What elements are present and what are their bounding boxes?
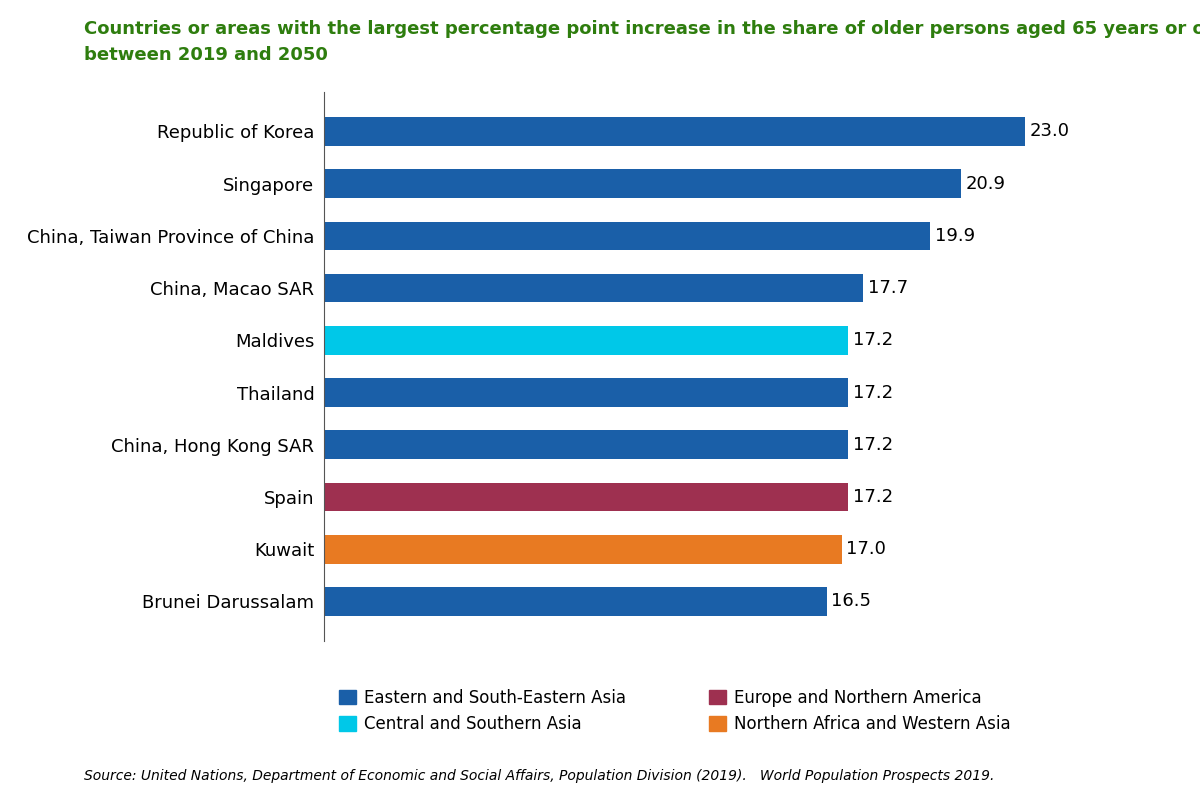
Text: 17.7: 17.7 xyxy=(868,279,908,297)
Text: 17.2: 17.2 xyxy=(852,488,893,506)
Bar xyxy=(324,117,1025,146)
Text: 17.0: 17.0 xyxy=(846,540,887,558)
Bar xyxy=(324,430,848,459)
Bar xyxy=(324,222,930,250)
Text: 17.2: 17.2 xyxy=(852,332,893,349)
Bar xyxy=(324,483,848,511)
Bar xyxy=(324,378,848,407)
Legend: Eastern and South-Eastern Asia, Central and Southern Asia, Europe and Northern A: Eastern and South-Eastern Asia, Central … xyxy=(332,682,1018,739)
Bar xyxy=(324,587,827,616)
Text: 16.5: 16.5 xyxy=(832,593,871,610)
Text: 23.0: 23.0 xyxy=(1030,123,1069,140)
Bar xyxy=(324,535,842,564)
Text: between 2019 and 2050: between 2019 and 2050 xyxy=(84,46,328,64)
Text: 20.9: 20.9 xyxy=(965,175,1006,193)
Text: 17.2: 17.2 xyxy=(852,384,893,401)
Text: Source: United Nations, Department of Economic and Social Affairs, Population Di: Source: United Nations, Department of Ec… xyxy=(84,770,995,783)
Bar xyxy=(324,169,961,198)
Text: Countries or areas with the largest percentage point increase in the share of ol: Countries or areas with the largest perc… xyxy=(84,20,1200,38)
Bar xyxy=(324,326,848,355)
Text: 19.9: 19.9 xyxy=(935,227,974,245)
Bar xyxy=(324,274,863,303)
Text: 17.2: 17.2 xyxy=(852,436,893,454)
